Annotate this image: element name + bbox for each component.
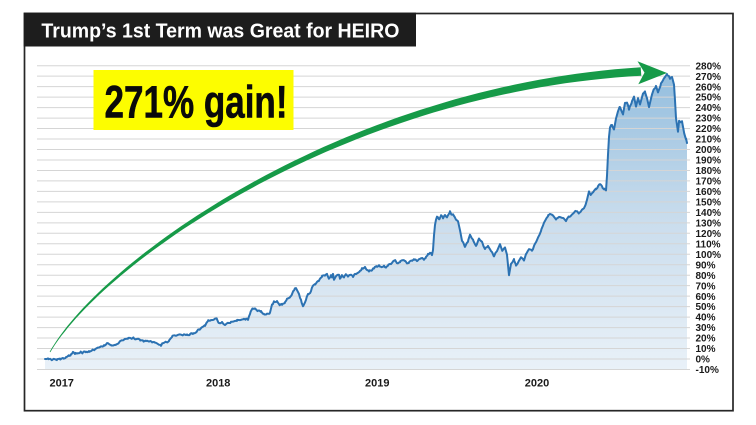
svg-text:230%: 230% xyxy=(696,114,722,125)
svg-text:190%: 190% xyxy=(696,156,722,167)
svg-text:180%: 180% xyxy=(696,166,722,177)
svg-text:50%: 50% xyxy=(696,302,716,313)
svg-text:130%: 130% xyxy=(696,218,722,229)
svg-text:160%: 160% xyxy=(696,187,722,198)
svg-text:140%: 140% xyxy=(696,208,722,219)
svg-text:2017: 2017 xyxy=(49,378,73,390)
svg-text:70%: 70% xyxy=(696,281,716,292)
svg-text:60%: 60% xyxy=(696,292,716,303)
svg-text:90%: 90% xyxy=(696,260,716,271)
svg-text:-10%: -10% xyxy=(696,365,719,376)
svg-text:250%: 250% xyxy=(696,93,722,104)
svg-text:240%: 240% xyxy=(696,103,722,114)
svg-text:2019: 2019 xyxy=(365,378,389,390)
svg-text:150%: 150% xyxy=(696,197,722,208)
svg-text:280%: 280% xyxy=(696,61,722,72)
svg-text:270%: 270% xyxy=(696,72,722,83)
svg-text:80%: 80% xyxy=(696,271,716,282)
svg-text:200%: 200% xyxy=(696,145,722,156)
svg-text:260%: 260% xyxy=(696,82,722,93)
svg-text:100%: 100% xyxy=(696,250,722,261)
svg-text:Trump’s 1st Term was Great for: Trump’s 1st Term was Great for HEIRO xyxy=(41,20,399,42)
svg-text:30%: 30% xyxy=(696,323,716,334)
svg-text:210%: 210% xyxy=(696,135,722,146)
svg-text:120%: 120% xyxy=(696,229,722,240)
svg-text:2018: 2018 xyxy=(206,378,230,390)
svg-text:10%: 10% xyxy=(696,344,716,355)
svg-text:20%: 20% xyxy=(696,334,716,345)
svg-text:220%: 220% xyxy=(696,124,722,135)
svg-text:40%: 40% xyxy=(696,313,716,324)
svg-text:170%: 170% xyxy=(696,177,722,188)
svg-text:2020: 2020 xyxy=(525,378,549,390)
svg-text:271% gain!: 271% gain! xyxy=(105,76,288,127)
svg-text:0%: 0% xyxy=(696,355,711,366)
svg-text:110%: 110% xyxy=(696,239,721,250)
